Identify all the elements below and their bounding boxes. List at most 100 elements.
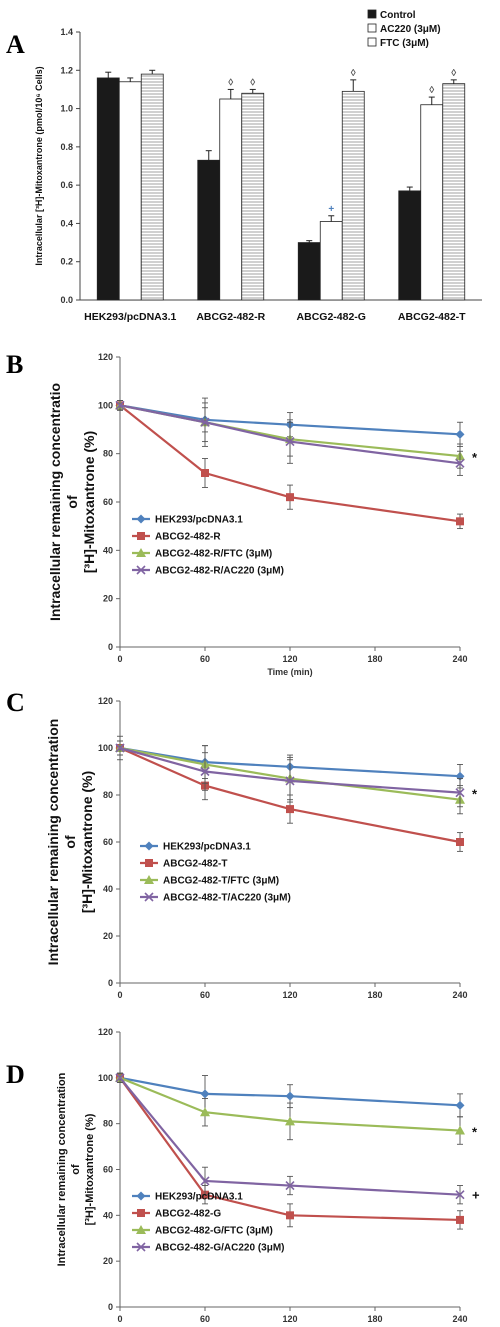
legend-label: ABCG2-482-T/FTC (3μM) bbox=[163, 876, 279, 887]
point-square bbox=[456, 517, 464, 526]
point-x bbox=[115, 1073, 125, 1083]
x-tick-label: 180 bbox=[367, 990, 382, 1000]
significance-mark: * bbox=[472, 1125, 478, 1140]
point-x bbox=[285, 776, 295, 786]
point-diamond bbox=[136, 514, 146, 524]
y-tick-label: 20 bbox=[103, 594, 113, 604]
x-tick-label: 180 bbox=[367, 654, 382, 664]
series-line bbox=[119, 746, 461, 801]
bar bbox=[297, 242, 321, 301]
point-triangle bbox=[285, 1116, 295, 1126]
y-tick-label: 0 bbox=[108, 1302, 113, 1312]
y-tick-label: 0.4 bbox=[60, 218, 73, 228]
bar bbox=[398, 190, 422, 301]
plot-area bbox=[120, 1032, 460, 1307]
series-line bbox=[119, 1076, 461, 1132]
point-triangle bbox=[144, 875, 154, 884]
x-tick-label: 0 bbox=[117, 654, 122, 664]
point-x bbox=[115, 743, 125, 753]
panel-letter-b: B bbox=[6, 350, 24, 379]
point-diamond bbox=[200, 1089, 210, 1099]
significance-mark: ◊ bbox=[429, 85, 434, 96]
x-tick-label: 60 bbox=[200, 1314, 210, 1324]
y-tick-label: 80 bbox=[103, 1119, 113, 1129]
series-line bbox=[119, 404, 461, 523]
bar bbox=[197, 159, 221, 301]
point-square bbox=[286, 805, 294, 814]
series-line bbox=[119, 404, 461, 465]
bar bbox=[420, 104, 444, 301]
y-tick-label: 0 bbox=[108, 978, 113, 988]
panel-a: A 0.0 0.2 0.4 0.6 0.8 1.0 1.2 1.4 Intracellular … bbox=[0, 0, 500, 330]
point-x bbox=[455, 788, 465, 798]
x-tick-label: 240 bbox=[452, 990, 467, 1000]
y-tick-label: 100 bbox=[98, 1073, 113, 1083]
point-x bbox=[200, 1176, 210, 1186]
point-x bbox=[285, 1180, 295, 1191]
y-axis-label-line2: of bbox=[62, 835, 78, 849]
category-label: ABCG2-482-G bbox=[297, 311, 366, 323]
y-tick-label: 60 bbox=[103, 497, 113, 507]
point-triangle bbox=[455, 1125, 465, 1135]
point-triangle bbox=[136, 548, 146, 557]
y-tick-label: 1.2 bbox=[60, 65, 73, 75]
legend-label: ABCG2-482-G/FTC (3μM) bbox=[155, 1226, 273, 1237]
y-tick-label: 40 bbox=[103, 545, 113, 555]
significance-mark: ◊ bbox=[451, 68, 456, 79]
legend-label: HEK293/pcDNA3.1 bbox=[155, 1192, 243, 1203]
point-diamond bbox=[455, 771, 465, 781]
y-tick-label: 20 bbox=[103, 931, 113, 941]
panel-letter-a: A bbox=[6, 30, 25, 59]
y-tick-label: 60 bbox=[103, 1165, 113, 1175]
panel-letter-d: D bbox=[6, 1060, 25, 1089]
point-square bbox=[286, 493, 294, 502]
significance-mark: * bbox=[472, 450, 478, 465]
point-x bbox=[455, 458, 465, 468]
point-triangle bbox=[200, 1107, 210, 1117]
point-x bbox=[136, 565, 146, 575]
x-tick-label: 60 bbox=[200, 654, 210, 664]
bar bbox=[241, 92, 265, 301]
plot-area bbox=[120, 701, 460, 983]
y-tick-label: 0.6 bbox=[60, 180, 73, 190]
point-x bbox=[455, 1190, 465, 1200]
significance-mark: ◊ bbox=[250, 77, 255, 88]
legend-swatch bbox=[367, 23, 377, 33]
y-axis-label-line1: Intracellular remaining concentration bbox=[45, 719, 61, 966]
point-x bbox=[136, 1242, 146, 1252]
series-line bbox=[119, 746, 461, 778]
legend-label: ABCG2-482-T/AC220 (3μM) bbox=[163, 893, 291, 904]
x-tick-label: 0 bbox=[117, 1314, 122, 1324]
category-label: HEK293/pcDNA3.1 bbox=[84, 311, 176, 323]
legend-label: HEK293/pcDNA3.1 bbox=[155, 515, 243, 526]
point-x bbox=[200, 417, 210, 427]
y-tick-label: 0.8 bbox=[60, 142, 73, 152]
line-chart-b: 0 20 40 60 80 100 120 0 60 120 180 240 Time (min) Int… bbox=[47, 352, 478, 677]
bar bbox=[341, 90, 365, 301]
point-diamond bbox=[455, 1100, 465, 1110]
legend-label: ABCG2-482-T bbox=[163, 859, 227, 870]
legend-label: ABCG2-482-R/AC220 (3μM) bbox=[155, 566, 284, 577]
point-diamond bbox=[144, 841, 154, 851]
legend-label: ABCG2-482-G bbox=[155, 1209, 221, 1220]
bar bbox=[96, 77, 120, 301]
y-tick-label: 100 bbox=[98, 743, 113, 753]
point-x bbox=[115, 400, 125, 410]
panel-letter-c: C bbox=[6, 688, 25, 717]
bar bbox=[319, 221, 343, 301]
x-tick-label: 120 bbox=[282, 990, 297, 1000]
y-tick-label: 0.0 bbox=[60, 295, 73, 305]
y-tick-label: 120 bbox=[98, 352, 113, 362]
legend-label: FTC (3μM) bbox=[380, 38, 429, 49]
panel-c: C 0 20 40 60 80 100 120 0 60 120 180 240 Intracellul… bbox=[0, 670, 500, 1000]
series-line bbox=[119, 1077, 461, 1222]
x-tick-label: 180 bbox=[367, 1314, 382, 1324]
significance-mark: + bbox=[472, 1188, 480, 1203]
point-square bbox=[145, 859, 153, 867]
significance-mark: * bbox=[472, 787, 478, 802]
y-tick-label: 40 bbox=[103, 1210, 113, 1220]
y-tick-label: 120 bbox=[98, 696, 113, 706]
y-tick-label: 120 bbox=[98, 1027, 113, 1037]
y-tick-label: 80 bbox=[103, 449, 113, 459]
